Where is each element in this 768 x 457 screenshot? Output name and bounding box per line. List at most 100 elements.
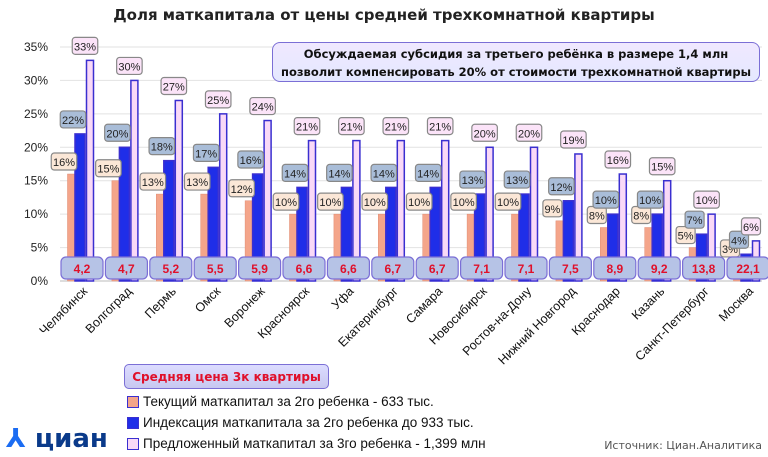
legend-label: Индексация маткапитала за 2го ребенка до… [143,415,474,430]
y-tick-label: 5% [31,241,49,255]
legend-item-indexed: Индексация маткапитала за 2го ребенка до… [127,415,474,430]
data-label: 18% [151,142,173,154]
data-label: 22% [62,115,84,127]
y-tick-label: 20% [24,140,48,154]
data-label: 21% [385,122,407,134]
data-label: 6% [743,222,759,234]
x-tick-label: Самара [403,284,445,326]
data-label-box [426,116,454,136]
data-label-box [728,230,750,249]
bar-indexed [385,186,397,282]
data-label-box [50,152,78,171]
data-label: 14% [328,168,350,180]
data-label-box [693,190,720,209]
bar-indexed [340,186,353,282]
bar-proposed [263,119,272,282]
data-label-box [192,143,220,162]
bar-indexed [607,213,619,282]
price-label: 6,7 [384,262,401,276]
price-label: 7,1 [518,262,535,276]
bar-proposed [130,79,139,282]
data-label: 7% [687,215,703,227]
data-label-box [116,56,143,76]
data-label-box [183,172,211,191]
data-label-box [59,110,87,129]
data-label: 13% [186,177,208,189]
data-label-box [204,90,232,109]
data-label-box [317,192,344,211]
legend-item-proposed: Предложенный маткапитал за 3го ребенка -… [127,436,486,451]
price-box [193,256,237,280]
data-label: 4% [731,235,747,247]
legend-label: Предложенный маткапитал за 3го ребенка -… [143,436,486,451]
data-label-box [249,96,276,116]
price-box [415,256,459,280]
data-label-box [405,192,433,211]
bar-proposed [574,153,583,282]
data-label: 20% [474,128,496,140]
data-label: 10% [497,197,519,209]
price-label: 5,2 [162,262,179,276]
bar-proposed [662,179,672,282]
bar-proposed [485,146,494,282]
pin-icon: ⅄ [6,424,26,454]
data-label: 12% [231,184,253,196]
legend-swatch [127,395,139,408]
data-label: 10% [275,197,297,209]
bar-indexed [429,186,441,282]
data-label-box [293,116,321,136]
price-box [637,256,681,280]
data-label: 13% [506,175,528,187]
x-tick-label: Москва [716,284,756,324]
legend-label: Текущий маткапитал за 2го ребенка - 633 … [143,394,434,409]
data-label: 8% [633,211,649,223]
logo-text: циан [34,424,108,454]
bar-indexed [118,146,131,282]
x-tick-label: Уфа [329,284,357,312]
legend-swatch [127,437,139,450]
bar-proposed [707,213,716,282]
data-label: 16% [607,155,629,167]
data-label: 10% [453,197,475,209]
price-box [104,256,149,280]
data-label: 20% [518,128,540,140]
bar-proposed [85,59,95,282]
data-label-box [459,170,486,189]
data-label-box [471,123,498,142]
data-label: 10% [364,197,386,209]
data-label: 15% [97,164,119,176]
price-label: 5,5 [207,262,224,276]
data-label-box [560,130,587,149]
bar-proposed [174,99,184,282]
data-label-box [494,192,522,211]
data-label: 10% [696,195,718,207]
x-tick-label: Омск [192,284,224,316]
data-label: 5% [678,231,694,243]
data-label-box [548,177,575,196]
data-label: 8% [589,211,605,223]
bar-indexed [163,159,175,282]
data-label-box [450,192,477,211]
y-tick-label: 15% [24,174,48,188]
bar-proposed [618,173,628,282]
data-label: 12% [550,182,572,194]
price-box [149,256,193,280]
price-box [326,256,370,280]
data-label: 14% [284,168,306,180]
data-label: 10% [639,195,661,207]
cian-logo: ⅄ циан [6,424,108,454]
data-label-box [104,123,131,142]
data-label-box [503,170,531,189]
data-label: 15% [651,162,673,174]
price-box [504,256,548,280]
price-box [371,256,415,280]
legend-swatch [127,416,139,429]
price-label: 7,1 [473,262,490,276]
price-label: 4,7 [118,262,135,276]
x-tick-label: Волгоград [83,284,135,336]
price-box [238,256,282,280]
price-label: 4,2 [74,262,91,276]
bar-proposed [307,139,317,282]
bar-indexed [74,133,86,282]
